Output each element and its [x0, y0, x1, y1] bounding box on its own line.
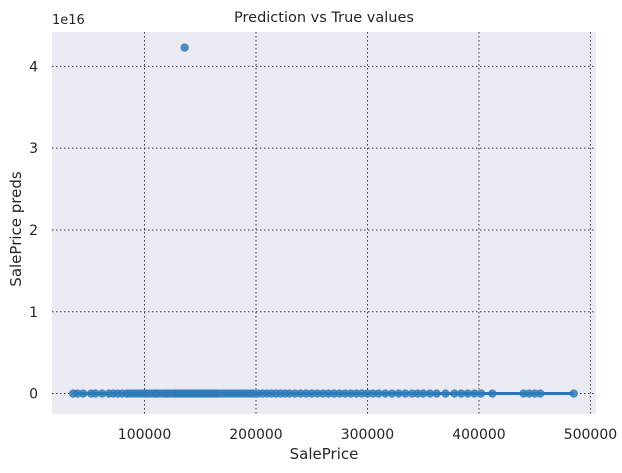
y-tick-label: 0	[29, 387, 38, 403]
y-tick-label: 4	[29, 59, 38, 75]
data-point	[456, 389, 466, 398]
data-point	[476, 389, 486, 398]
y-tick-labels: 0 1 2 3 4	[29, 59, 38, 402]
x-tick-label: 100000	[118, 427, 171, 443]
data-point	[401, 389, 410, 398]
chart-title: Prediction vs True values	[234, 10, 414, 26]
x-tick-label: 400000	[452, 427, 505, 443]
y-tick-label: 1	[29, 305, 38, 321]
data-point	[381, 389, 390, 398]
data-point	[387, 389, 397, 398]
data-point	[91, 389, 100, 398]
data-point	[97, 389, 107, 398]
data-point	[394, 389, 403, 398]
data-point	[374, 389, 383, 398]
outlier-point	[180, 43, 189, 52]
x-axis-label: SalePrice	[290, 445, 359, 463]
x-tick-labels: 100000 200000 300000 400000 500000	[118, 427, 617, 443]
data-point	[79, 389, 88, 398]
y-tick-label: 2	[29, 223, 38, 239]
data-point	[470, 389, 479, 398]
y-axis-label: SalePrice preds	[7, 171, 25, 287]
data-point	[450, 389, 459, 398]
data-point	[463, 389, 473, 398]
y-tick-label: 3	[29, 141, 38, 157]
data-point	[419, 389, 428, 398]
x-tick-label: 300000	[341, 427, 394, 443]
data-point	[569, 389, 578, 398]
data-point	[536, 389, 545, 398]
x-tick-label: 500000	[564, 427, 617, 443]
data-point	[488, 389, 497, 398]
data-point	[432, 389, 441, 398]
data-points	[68, 43, 578, 398]
plot-background	[52, 32, 596, 414]
data-point	[441, 389, 450, 398]
x-tick-label: 200000	[229, 427, 282, 443]
data-point	[425, 389, 435, 398]
y-offset-text: 1e16	[52, 13, 85, 28]
